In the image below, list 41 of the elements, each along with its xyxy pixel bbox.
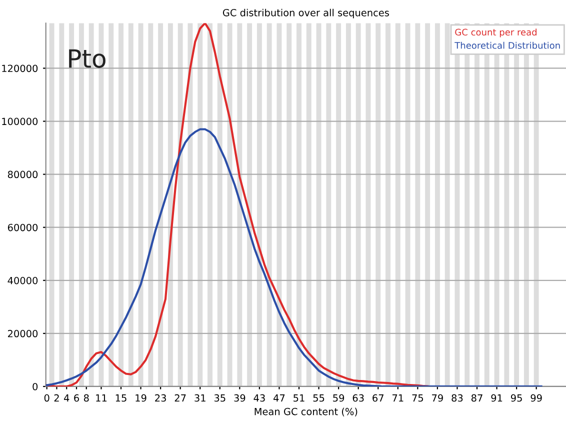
line-series	[46, 128, 542, 386]
y-tick-label: 100000	[2, 118, 38, 126]
x-tick-label: 31	[194, 394, 206, 402]
x-tick-label: 87	[471, 394, 482, 402]
y-tick-label: 0	[32, 382, 38, 390]
x-tick-label: 91	[491, 394, 502, 402]
x-tick-label: 4	[64, 394, 70, 402]
annotation: Pto	[69, 49, 106, 68]
x-tick-label: 55	[313, 394, 324, 402]
text: GC count per read	[455, 28, 536, 38]
x-tick-label: 23	[155, 394, 166, 402]
x-tick-label: 79	[432, 394, 443, 402]
x-tick-label: 6	[74, 394, 79, 402]
x-tick-label: 39	[234, 394, 246, 402]
x-tick-label: 99	[530, 394, 542, 402]
x-tick-label: 75	[412, 394, 424, 402]
x-tick-label: 27	[174, 394, 186, 402]
y-tick-label: 80000	[8, 170, 38, 178]
x-axis-title: Mean GC content (%)	[254, 408, 358, 416]
x-tick-label: 83	[452, 394, 463, 402]
x-tick-label: 35	[214, 394, 226, 402]
x-tick-label: 63	[352, 394, 364, 402]
x-tick-label: 47	[274, 394, 285, 402]
y-tick-label: 40000	[8, 276, 38, 284]
y-tick-label: 60000	[8, 224, 38, 232]
x-tick-label: 8	[84, 394, 89, 402]
x-tick-label: 11	[96, 394, 107, 402]
y-tick-label: 20000	[8, 330, 38, 338]
x-tick-label: 15	[116, 394, 126, 402]
x-tick-label: 71	[392, 394, 404, 402]
chart-title: GC distribution over all sequences	[222, 8, 389, 18]
x-tick-label: 43	[254, 394, 265, 402]
y-tick-label: 120000	[2, 64, 38, 72]
x-tick-label: 51	[294, 394, 304, 402]
text: Theoretical Distribution	[454, 42, 560, 49]
x-tick-label: 95	[510, 394, 522, 402]
x-tick-label: 0	[44, 394, 50, 402]
x-tick-label: 2	[54, 394, 59, 402]
x-tick-label: 19	[136, 394, 146, 402]
x-tick-label: 67	[372, 394, 384, 402]
x-tick-label: 59	[333, 394, 344, 402]
